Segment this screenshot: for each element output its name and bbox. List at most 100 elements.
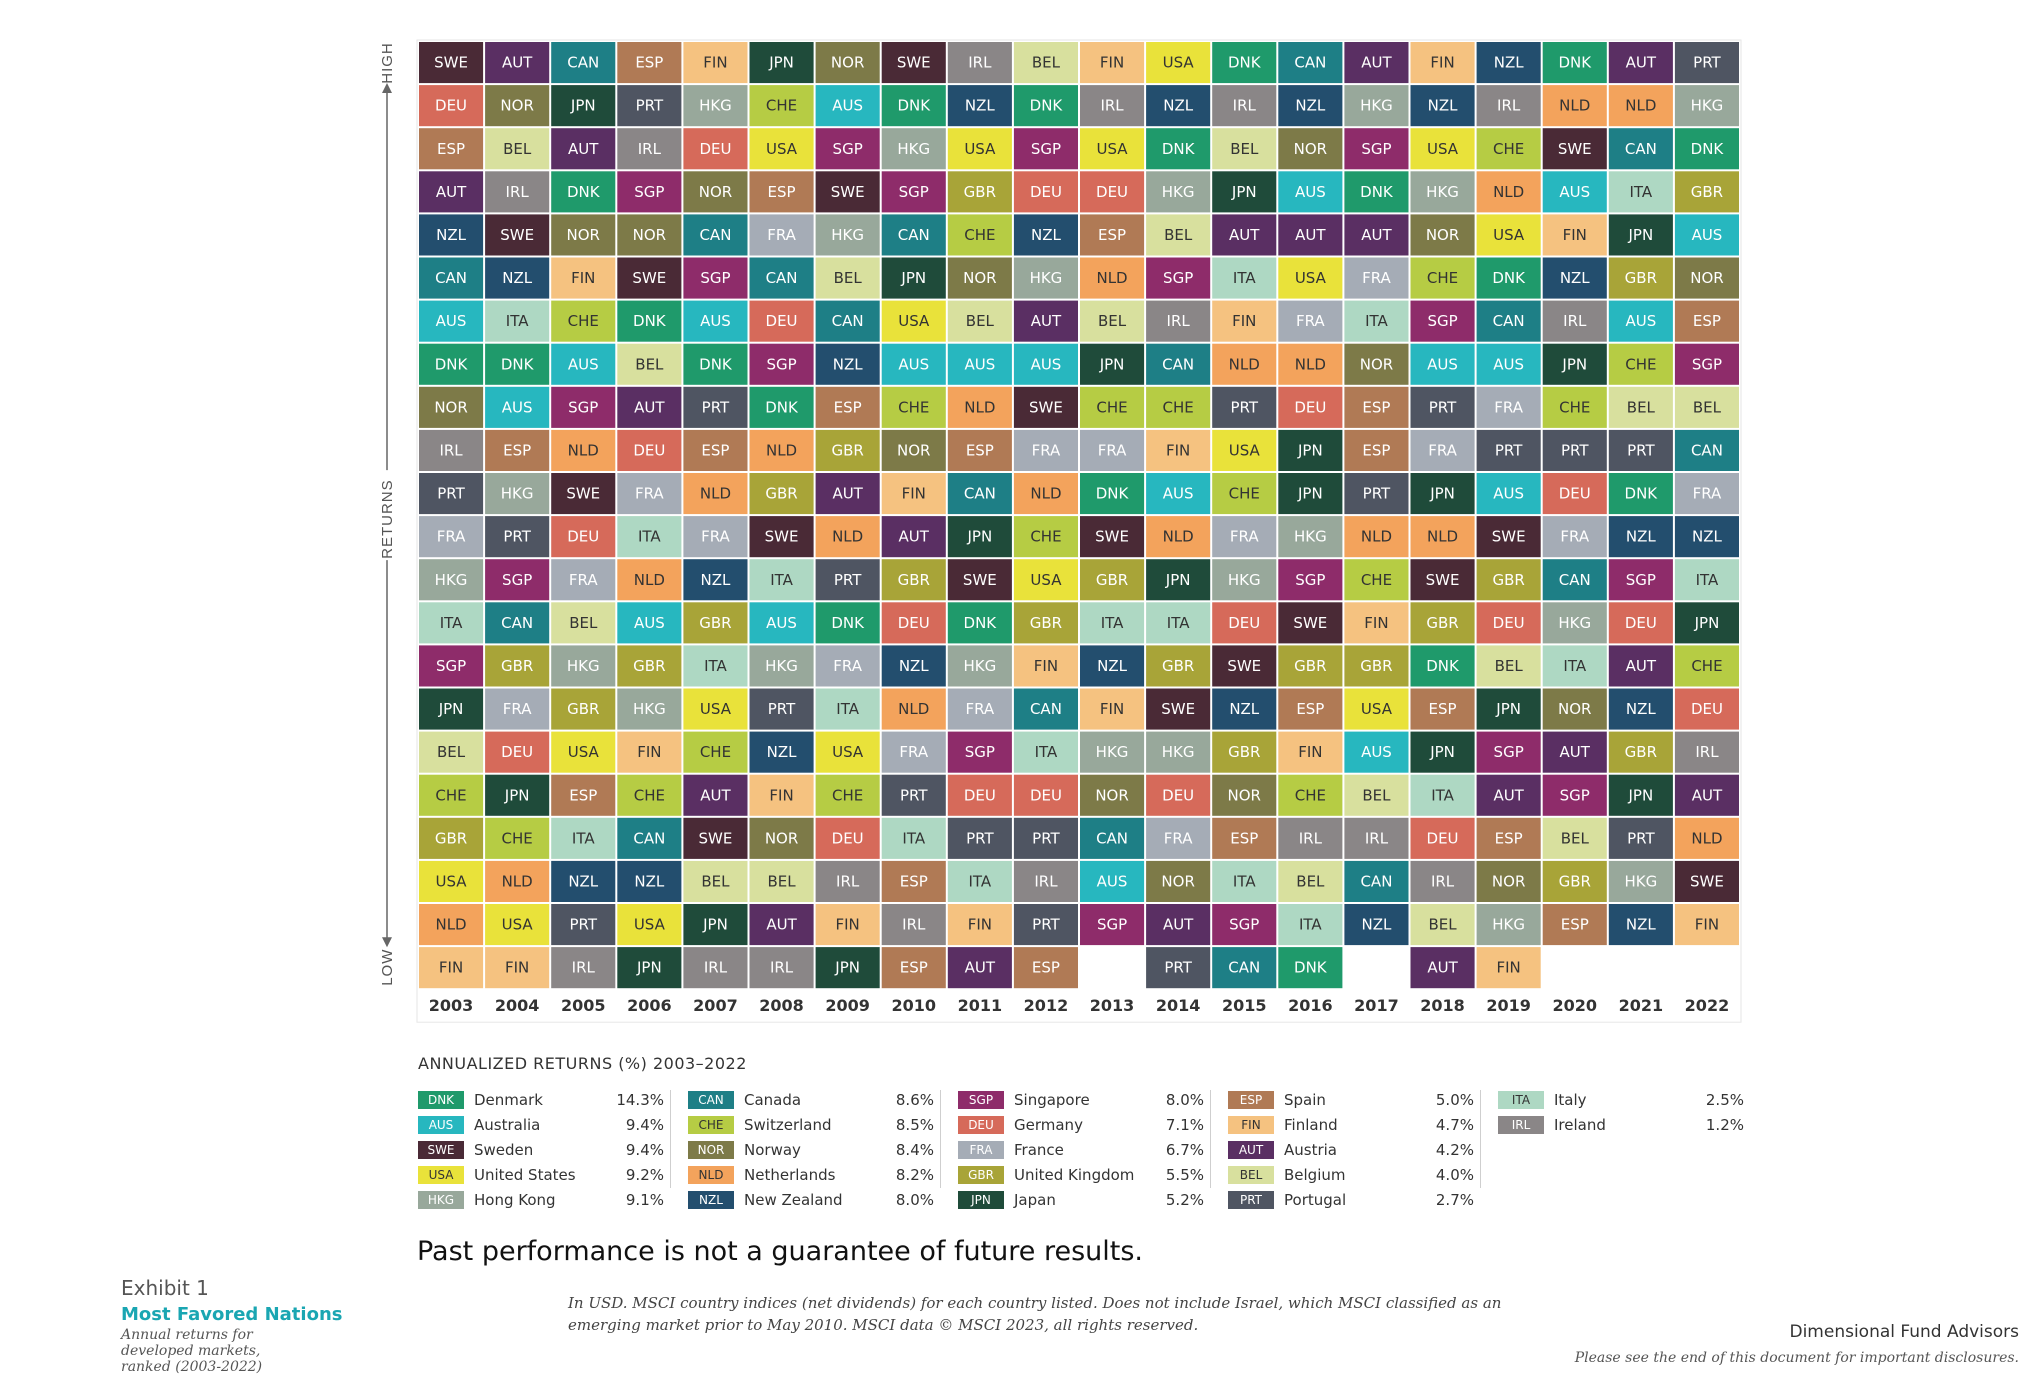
- legend-return-value: 6.7%: [1165, 1140, 1204, 1159]
- cell-2021-rank-12: [1608, 516, 1673, 558]
- cell-2010-rank-10: [881, 429, 946, 471]
- year-label: 2010: [891, 996, 936, 1015]
- cell-label: IRL: [1167, 312, 1191, 330]
- cell-2004-rank-1: [485, 42, 550, 84]
- cell-2015-rank-5: [1212, 214, 1277, 256]
- cell-label: SGP: [766, 355, 796, 373]
- legend-swatch: NLD: [688, 1165, 734, 1184]
- cell-label: NZL: [1295, 97, 1325, 115]
- cell-2009-rank-4: [815, 171, 880, 213]
- cell-label: HKG: [699, 97, 732, 115]
- year-label: 2009: [825, 996, 870, 1015]
- cell-label: CHE: [502, 829, 533, 847]
- cell-2012-rank-2: [1013, 85, 1078, 127]
- cell-label: USA: [1361, 700, 1393, 718]
- cell-2006-rank-17: [617, 731, 682, 773]
- cell-2018-rank-1: [1410, 42, 1475, 84]
- cell-2019-rank-3: [1476, 128, 1541, 170]
- cell-2012-rank-22: [1013, 947, 1078, 989]
- cell-label: GBR: [1559, 872, 1591, 890]
- cell-label: ESP: [1362, 398, 1390, 416]
- cell-2022-rank-19: [1674, 817, 1739, 859]
- cell-2005-rank-19: [551, 817, 616, 859]
- cell-2003-rank-17: [419, 731, 484, 773]
- cell-2009-rank-22: [815, 947, 880, 989]
- cell-2012-rank-14: [1013, 602, 1078, 644]
- cell-2013-rank-3: [1080, 128, 1145, 170]
- cell-label: FRA: [437, 528, 466, 546]
- cell-2018-rank-21: [1410, 904, 1475, 946]
- legend-swatch: CHE: [688, 1115, 734, 1134]
- cell-2022-rank-4: [1674, 171, 1739, 213]
- cell-2018-rank-2: [1410, 85, 1475, 127]
- cell-label: NZL: [1692, 528, 1722, 546]
- legend-country-name: Switzerland: [744, 1115, 832, 1134]
- cell-2009-rank-7: [815, 300, 880, 342]
- cell-label: AUT: [700, 786, 731, 804]
- cell-label: AUT: [634, 398, 665, 416]
- cell-2020-rank-2: [1542, 85, 1607, 127]
- cell-label: SWE: [434, 54, 468, 72]
- legend-item: NZL New Zealand 8.0%: [688, 1187, 934, 1212]
- cell-2021-rank-19: [1608, 817, 1673, 859]
- legend-column: SGP Singapore 8.0% DEU Germany 7.1% FRA France 6…: [958, 1087, 1204, 1212]
- cell-label: PRT: [1627, 441, 1655, 459]
- cell-label: DEU: [1030, 786, 1062, 804]
- cell-label: BEL: [569, 614, 598, 632]
- cell-2017-rank-18: [1344, 774, 1409, 816]
- cell-label: SGP: [502, 571, 532, 589]
- cell-2007-rank-10: [683, 429, 748, 471]
- legend-return-value: 5.0%: [1435, 1090, 1474, 1109]
- cell-2008-rank-11: [749, 473, 814, 515]
- cell-2019-rank-13: [1476, 559, 1541, 601]
- cell-label: USA: [502, 916, 534, 934]
- cell-2003-rank-4: [419, 171, 484, 213]
- cell-label: DEU: [832, 829, 864, 847]
- cell-label: CAN: [699, 226, 731, 244]
- cell-label: GBR: [1625, 743, 1657, 761]
- cell-label: USA: [1097, 140, 1129, 158]
- cell-2013-rank-13: [1080, 559, 1145, 601]
- cell-2016-rank-7: [1278, 300, 1343, 342]
- cell-2012-rank-21: [1013, 904, 1078, 946]
- cell-label: DEU: [1096, 183, 1128, 201]
- cell-label: CAN: [1294, 54, 1326, 72]
- cell-2003-rank-5: [419, 214, 484, 256]
- cell-2003-rank-1: [419, 42, 484, 84]
- legend-swatch: NOR: [688, 1140, 734, 1159]
- cell-label: IRL: [506, 183, 530, 201]
- cell-label: GBR: [831, 441, 863, 459]
- legend-item: SWE Sweden 9.4%: [418, 1137, 664, 1162]
- cell-2009-rank-13: [815, 559, 880, 601]
- cell-label: FRA: [1296, 312, 1325, 330]
- cell-2012-rank-16: [1013, 688, 1078, 730]
- cell-2017-rank-9: [1344, 386, 1409, 428]
- cell-label: CHE: [1427, 269, 1458, 287]
- year-label: 2011: [958, 996, 1003, 1015]
- cell-label: ESP: [834, 398, 862, 416]
- legend-item: FRA France 6.7%: [958, 1137, 1204, 1162]
- cell-label: HKG: [963, 657, 996, 675]
- cell-2018-rank-5: [1410, 214, 1475, 256]
- cell-2022-rank-9: [1674, 386, 1739, 428]
- cell-label: PRT: [1561, 441, 1589, 459]
- cell-2007-rank-9: [683, 386, 748, 428]
- cell-label: AUS: [766, 614, 797, 632]
- cell-2011-rank-9: [947, 386, 1012, 428]
- cell-2008-rank-7: [749, 300, 814, 342]
- cell-2018-rank-7: [1410, 300, 1475, 342]
- cell-label: AUS: [1692, 226, 1723, 244]
- cell-label: HKG: [1492, 916, 1525, 934]
- cell-label: NZL: [634, 872, 664, 890]
- cell-label: DEU: [964, 786, 996, 804]
- cell-2017-rank-12: [1344, 516, 1409, 558]
- cell-2008-rank-1: [749, 42, 814, 84]
- cell-label: ESP: [701, 441, 729, 459]
- cell-2007-rank-16: [683, 688, 748, 730]
- cell-2005-rank-10: [551, 429, 616, 471]
- legend-return-value: 4.7%: [1435, 1115, 1474, 1134]
- legend-item: DNK Denmark 14.3%: [418, 1087, 664, 1112]
- cell-label: CHE: [1361, 571, 1392, 589]
- cell-label: PRT: [1627, 829, 1655, 847]
- cell-2013-rank-19: [1080, 817, 1145, 859]
